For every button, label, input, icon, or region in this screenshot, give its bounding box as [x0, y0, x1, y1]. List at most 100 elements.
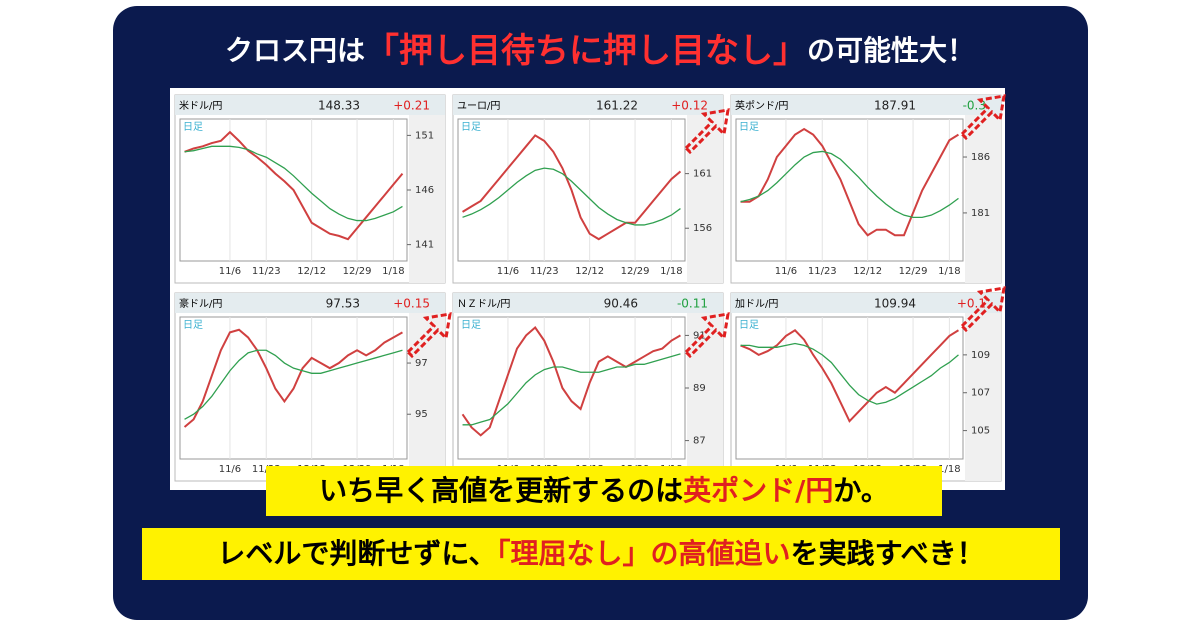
x-tick-label: 11/6 [497, 266, 519, 277]
panel-header [731, 95, 1001, 115]
x-tick-label: 12/12 [575, 266, 604, 277]
period-label: 日足 [461, 319, 481, 331]
headline-tail: の可能性大！ [807, 34, 975, 67]
plot-area [735, 118, 964, 262]
series-line [740, 342, 959, 405]
y-axis-strip [687, 313, 723, 481]
arrow [683, 108, 730, 155]
callout-emphasis: 「理屈なし」の高値追い [497, 537, 791, 570]
x-tick-label: 11/23 [808, 266, 837, 277]
x-tick-label: 12/29 [621, 266, 650, 277]
period-label: 日足 [183, 319, 203, 331]
panel-header [453, 293, 723, 313]
y-axis-strip [965, 115, 1001, 283]
pair-name: ユーロ/円 [457, 101, 500, 112]
series-line [462, 134, 682, 241]
period-label: 日足 [461, 121, 481, 133]
plot-area [735, 316, 964, 460]
series-line [462, 353, 681, 426]
headline: クロス円は「押し目待ちに押し目なし」の可能性大！ [225, 31, 975, 71]
arrow [959, 94, 1006, 141]
price: 97.53 [326, 297, 360, 311]
change: +0.15 [393, 297, 430, 311]
charts: 米ドル/円 148.33 +0.21 日足 141 146 151 11/6 11/23 12/1… [174, 94, 1002, 482]
x-tick-label: 11/23 [530, 266, 559, 277]
x-tick-label: 11/23 [252, 266, 281, 277]
pair-name: 加ドル/円 [735, 298, 778, 310]
x-tick-label: 12/12 [297, 266, 326, 277]
callout-lead: レベルで判断せずに、 [217, 537, 496, 570]
period-label: 日足 [739, 121, 759, 133]
series-line [740, 127, 959, 237]
callout-tail: を実践すべき！ [791, 537, 985, 570]
y-tick-label: 109 [971, 350, 990, 361]
plot-area [457, 316, 686, 460]
y-tick-label: 186 [971, 152, 990, 163]
y-tick-label: 156 [693, 223, 712, 234]
y-tick-label: 161 [693, 169, 712, 180]
panel-header [175, 95, 445, 115]
series-line [740, 328, 959, 423]
y-axis-strip [687, 115, 723, 283]
y-axis-strip [965, 313, 1001, 481]
y-axis-strip [409, 313, 445, 481]
x-tick-label: 1/18 [382, 266, 404, 277]
x-tick-label: 1/18 [660, 266, 682, 277]
y-tick-label: 89 [693, 383, 706, 394]
panel-header [175, 293, 445, 313]
pair-name: 豪ドル/円 [179, 297, 222, 310]
headline-lead: クロス円は [225, 34, 365, 67]
period-label: 日足 [739, 319, 759, 331]
y-tick-label: 181 [971, 208, 990, 219]
x-tick-label: 11/6 [219, 266, 241, 277]
x-tick-label: 1/18 [938, 266, 960, 277]
series-line [461, 326, 681, 437]
panel-header [731, 293, 1001, 313]
price: 187.91 [874, 99, 916, 113]
price: 109.94 [874, 297, 916, 311]
arrow [683, 312, 730, 359]
change: +0.1 [957, 297, 986, 311]
change: +0.21 [393, 99, 430, 113]
pair-name: 英ポンド/円 [735, 99, 788, 112]
callout-lead: いち早く高値を更新するのは [319, 474, 683, 507]
x-tick-label: 11/6 [219, 464, 241, 475]
mini-chart: ユーロ/円 161.22 +0.12 日足 156 161 11/6 11/23 12/12 12… [452, 94, 724, 284]
mini-chart: 加ドル/円109.94+0.1日足10510710911/611/2312/12… [730, 292, 1002, 482]
price: 148.33 [318, 99, 360, 113]
price: 161.22 [596, 99, 638, 113]
y-tick-label: 146 [415, 185, 434, 196]
price: 90.46 [604, 297, 638, 311]
headline-emphasis: 「押し目待ちに押し目なし」 [365, 31, 807, 71]
callout-box [142, 528, 1060, 580]
y-tick-label: 107 [971, 388, 990, 399]
series-line [740, 150, 959, 219]
mini-chart: 豪ドル/円97.53+0.15日足959711/611/2312/1212/29… [174, 292, 446, 482]
x-tick-label: 12/29 [343, 266, 372, 277]
callout: レベルで判断せずに、「理屈なし」の高値追いを実践すべき！ [217, 537, 984, 570]
arrows [405, 94, 1006, 359]
callout: いち早く高値を更新するのは英ポンド/円か。 [319, 474, 889, 507]
x-tick-label: 12/12 [853, 266, 882, 277]
change: +0.12 [671, 99, 708, 113]
y-tick-label: 97 [415, 358, 428, 369]
arrow [405, 312, 452, 359]
y-tick-label: 151 [415, 130, 434, 141]
arrow [959, 286, 1006, 333]
callout-emphasis: 英ポンド/円 [683, 474, 833, 507]
series-line [462, 167, 681, 226]
y-tick-label: 141 [415, 240, 434, 251]
mini-chart: ＮＺドル/円90.46-0.11日足87899111/611/2312/1212… [452, 292, 724, 482]
series-line [184, 130, 404, 241]
x-tick-label: 1/18 [938, 464, 960, 475]
y-tick-label: 95 [415, 409, 428, 420]
y-tick-label: 105 [971, 426, 990, 437]
change: -0.11 [677, 297, 708, 311]
pair-name: 米ドル/円 [179, 99, 222, 112]
series-line [184, 145, 403, 222]
callout-box [266, 466, 942, 516]
series-line [184, 349, 403, 420]
